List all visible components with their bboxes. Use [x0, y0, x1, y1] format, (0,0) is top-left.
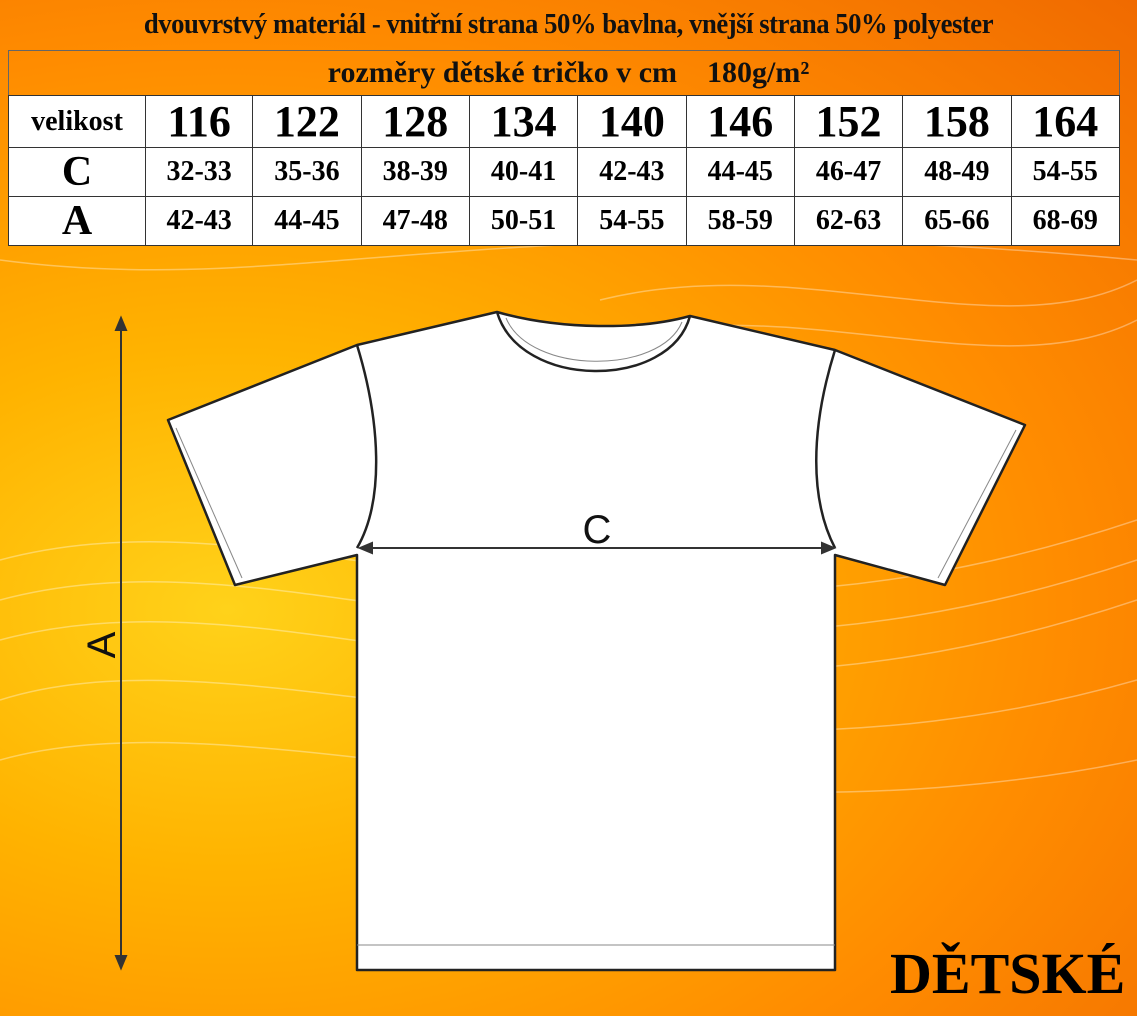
arrow-head-right [821, 541, 837, 555]
table-row-a: A 42-43 44-45 47-48 50-51 54-55 58-59 62… [8, 196, 1121, 246]
size-cell: 128 [360, 95, 470, 148]
kids-badge: DĚTSKÉ [890, 941, 1126, 1006]
arrow-head-down [114, 955, 128, 971]
value-cell: 58-59 [685, 196, 795, 246]
arrow-head-up [114, 315, 128, 331]
size-cell: 164 [1010, 95, 1121, 148]
width-label: C [583, 508, 612, 552]
value-cell: 62-63 [793, 196, 904, 246]
size-header-label: velikost [8, 95, 146, 148]
value-cell: 48-49 [902, 147, 1012, 197]
table-row-sizes: velikost 116 122 128 134 140 146 152 158… [8, 95, 1121, 148]
value-cell: 46-47 [793, 147, 904, 197]
value-cell: 32-33 [144, 147, 254, 197]
size-cell: 140 [577, 95, 687, 148]
value-cell: 38-39 [360, 147, 470, 197]
value-cell: 54-55 [1010, 147, 1121, 197]
length-label: A [80, 631, 124, 658]
size-cell: 116 [144, 95, 254, 148]
row-label: C [8, 147, 146, 197]
value-cell: 44-45 [252, 196, 362, 246]
value-cell: 50-51 [468, 196, 579, 246]
value-cell: 65-66 [902, 196, 1012, 246]
arrow-head-left [357, 541, 373, 555]
material-title: dvouvrstvý materiál - vnitřní strana 50%… [143, 8, 994, 40]
value-cell: 42-43 [577, 147, 687, 197]
value-cell: 40-41 [468, 147, 579, 197]
value-cell: 68-69 [1010, 196, 1121, 246]
table-row-c: C 32-33 35-36 38-39 40-41 42-43 44-45 46… [8, 147, 1121, 197]
value-cell: 54-55 [577, 196, 687, 246]
tshirt-icon [166, 310, 1027, 972]
size-cell: 158 [902, 95, 1012, 148]
value-cell: 47-48 [360, 196, 470, 246]
size-chart-subtitle: rozměry dětské tričko v cm 180g/m² [327, 56, 810, 89]
value-cell: 35-36 [252, 147, 362, 197]
size-table: velikost 116 122 128 134 140 146 152 158… [8, 95, 1121, 246]
size-cell: 134 [468, 95, 579, 148]
row-label: A [8, 196, 146, 246]
value-cell: 44-45 [685, 147, 795, 197]
